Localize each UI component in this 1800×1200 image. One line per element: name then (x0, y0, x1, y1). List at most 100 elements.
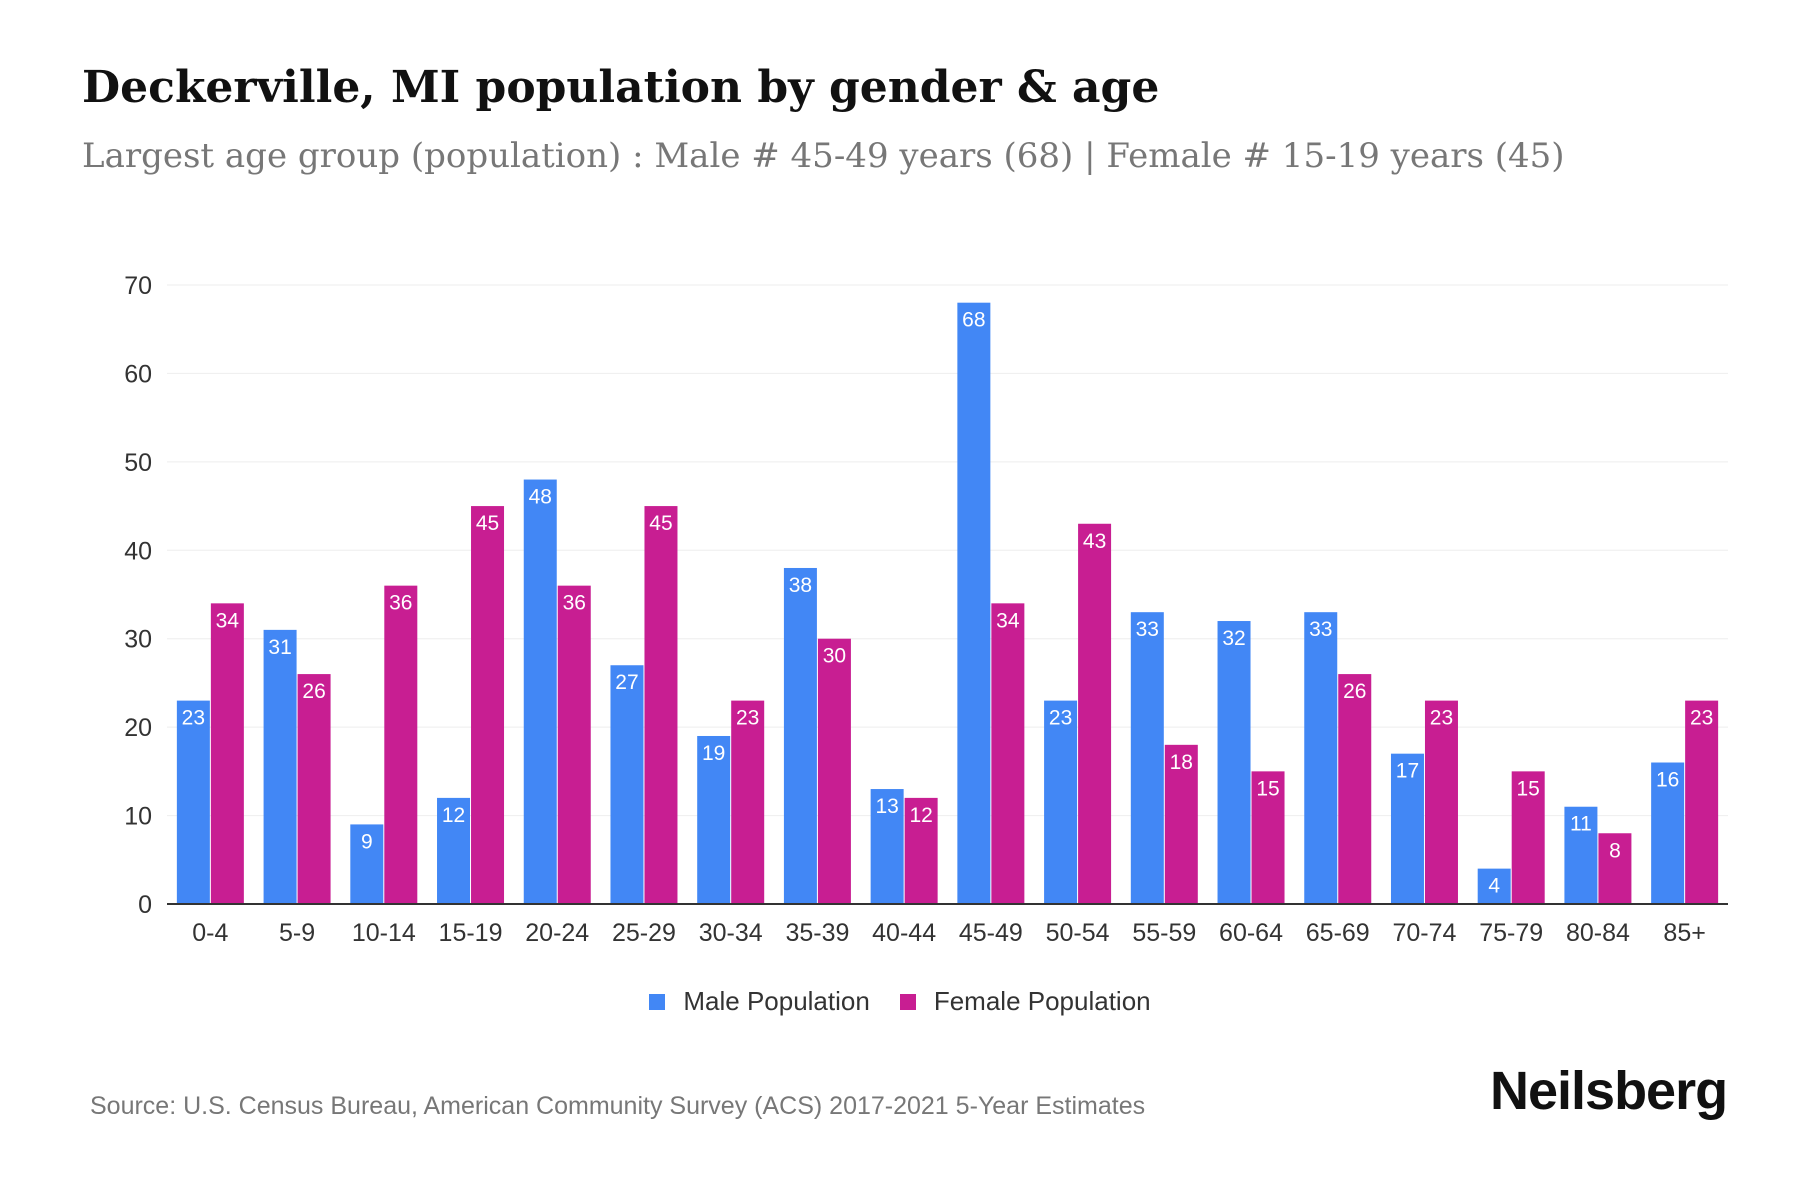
bar-female (297, 674, 331, 904)
x-tick-label: 70-74 (1392, 919, 1456, 947)
legend-item-male: Male Population (649, 986, 870, 1017)
bar-male (1304, 612, 1338, 904)
data-label: 32 (1222, 627, 1245, 650)
x-tick-label: 50-54 (1046, 919, 1110, 947)
bar-male (1564, 806, 1598, 904)
legend-swatch-female (899, 993, 916, 1010)
bar-male (783, 567, 817, 904)
bar-female (904, 797, 938, 904)
data-label: 15 (1517, 777, 1540, 800)
bar-female (1251, 771, 1285, 904)
y-tick-label: 0 (138, 891, 152, 919)
bar-male (1390, 753, 1424, 904)
y-tick-label: 70 (124, 272, 152, 300)
legend-label-male: Male Population (683, 986, 870, 1016)
data-label: 15 (1256, 777, 1279, 800)
bar-female (471, 506, 505, 904)
data-label: 34 (216, 609, 240, 632)
data-label: 23 (1430, 707, 1453, 730)
data-label: 9 (361, 830, 373, 853)
bar-female (1338, 674, 1372, 904)
bar-male (350, 824, 384, 904)
y-tick-label: 10 (124, 803, 152, 831)
bar-male (1044, 700, 1078, 904)
data-label: 12 (442, 804, 465, 827)
bar-male (263, 629, 297, 904)
x-tick-label: 85+ (1663, 919, 1705, 947)
data-label: 36 (563, 592, 586, 615)
x-tick-label: 15-19 (439, 919, 503, 947)
chart-subtitle: Largest age group (population) : Male # … (82, 136, 1565, 176)
bar-male (437, 797, 471, 904)
bar-male (957, 302, 991, 905)
x-tick-label: 5-9 (279, 919, 315, 947)
data-label: 30 (823, 645, 846, 668)
data-label: 45 (476, 512, 499, 535)
bar-male (1477, 868, 1511, 904)
data-label: 45 (649, 512, 672, 535)
x-tick-label: 80-84 (1566, 919, 1630, 947)
data-label: 33 (1136, 618, 1159, 641)
bar-female (1078, 523, 1112, 904)
data-label: 43 (1083, 530, 1106, 553)
data-label: 23 (736, 707, 759, 730)
data-label: 11 (1570, 813, 1592, 836)
data-label: 26 (1343, 680, 1366, 703)
legend-label-female: Female Population (933, 986, 1151, 1016)
chart-title: Deckerville, MI population by gender & a… (82, 62, 1160, 113)
bar-female (817, 638, 851, 904)
bar-male (610, 665, 644, 904)
x-tick-label: 75-79 (1479, 919, 1543, 947)
y-tick-label: 50 (124, 449, 152, 477)
bar-male (523, 479, 557, 904)
data-label: 4 (1488, 875, 1500, 898)
x-tick-label: 0-4 (192, 919, 228, 947)
bar-female (1164, 744, 1198, 904)
bar-female (1424, 700, 1458, 904)
bar-male (1651, 762, 1685, 904)
data-label: 26 (302, 680, 325, 703)
y-tick-label: 40 (124, 537, 152, 565)
x-tick-label: 55-59 (1132, 919, 1196, 947)
data-label: 33 (1309, 618, 1332, 641)
data-label: 8 (1609, 839, 1621, 862)
x-tick-label: 20-24 (525, 919, 589, 947)
legend: Male Population Female Population (0, 986, 1800, 1017)
data-label: 23 (1049, 707, 1072, 730)
y-tick-label: 20 (124, 714, 152, 742)
bar-male (697, 735, 731, 904)
bar-male (1130, 612, 1164, 904)
data-label: 23 (1690, 707, 1713, 730)
y-tick-label: 30 (124, 626, 152, 654)
x-tick-label: 45-49 (959, 919, 1023, 947)
neilsberg-logo: Neilsberg (1490, 1061, 1728, 1121)
x-tick-label: 30-34 (699, 919, 763, 947)
data-label: 16 (1656, 769, 1679, 792)
x-tick-label: 60-64 (1219, 919, 1283, 947)
data-label: 36 (389, 592, 412, 615)
x-tick-label: 40-44 (872, 919, 936, 947)
bar-female (1511, 771, 1545, 904)
data-label: 31 (268, 636, 291, 659)
bar-female (991, 603, 1025, 904)
legend-swatch-male (649, 993, 666, 1010)
bar-chart: 0 10 20 30 40 50 60 70 23 34 0-4 31 26 5-9 9 36 10-14 12 4… (124, 272, 1728, 947)
data-label: 12 (909, 804, 932, 827)
bar-female (557, 585, 591, 904)
bar-female (384, 585, 418, 904)
bar-male (870, 789, 904, 904)
x-tick-label: 35-39 (785, 919, 849, 947)
data-label: 48 (529, 486, 552, 509)
data-label: 38 (789, 574, 812, 597)
y-tick-label: 60 (124, 360, 152, 388)
data-label: 23 (182, 707, 205, 730)
bar-female (644, 506, 678, 904)
data-label: 17 (1396, 760, 1419, 783)
data-label: 34 (996, 609, 1020, 632)
x-tick-label: 65-69 (1306, 919, 1370, 947)
data-label: 13 (875, 795, 898, 818)
bar-male (176, 700, 210, 904)
x-tick-label: 10-14 (352, 919, 416, 947)
bar-female (1598, 833, 1632, 904)
bar-male (1217, 621, 1251, 904)
